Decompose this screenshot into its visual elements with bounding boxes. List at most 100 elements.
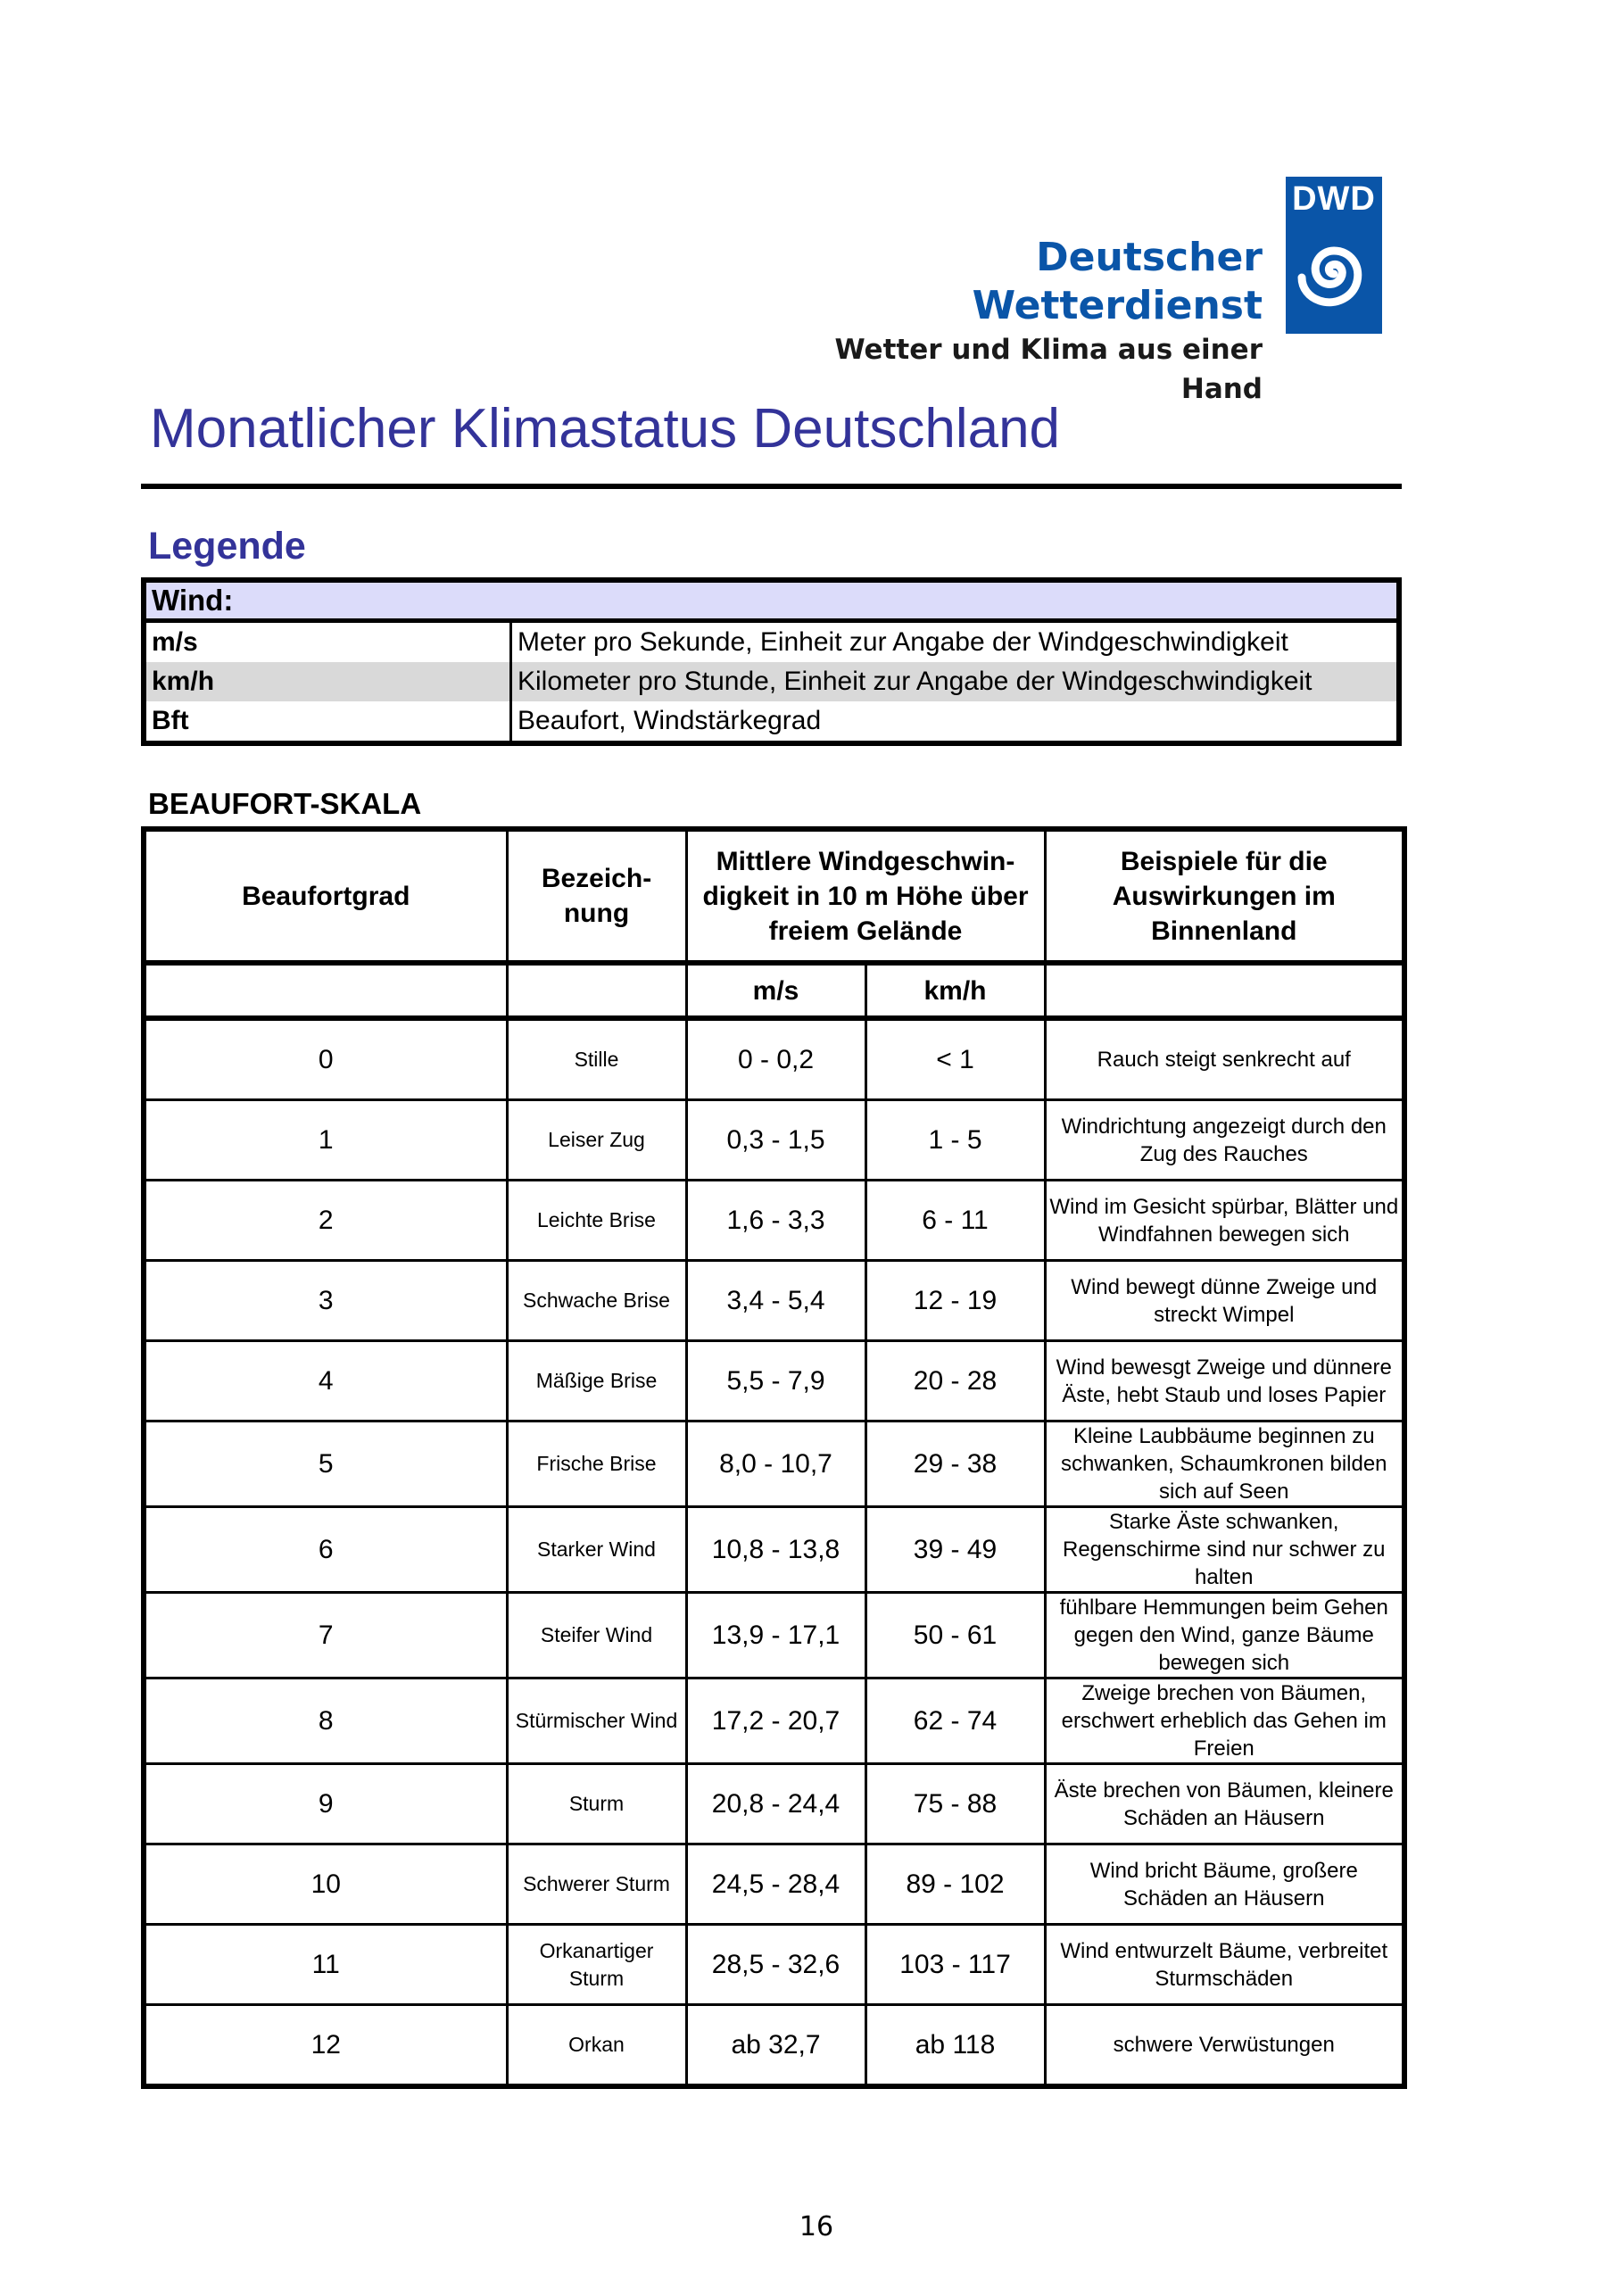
kmh-cell: 29 - 38 [864,1420,1047,1508]
beaufort-row: 9 Sturm 20,8 - 24,4 75 - 88 Äste brechen von… [142,1762,1406,1845]
beaufort-table: Beaufortgrad Bezeich-nung Mittlere Windg… [141,826,1407,2089]
units-row: m/s km/h [142,961,1406,1021]
legend-section: Wind: [144,580,1399,623]
name-cell: Sturm [505,1762,688,1845]
legend-row: km/h Kilometer pro Stunde, Einheit zur An… [144,662,1399,701]
legend-row: m/s Meter pro Sekunde, Einheit zur Angabe… [144,620,1399,662]
page-title: Monatlicher Klimastatus Deutschland [150,398,1061,460]
effect-cell: Wind bricht Bäume, großere Schäden an Hä… [1043,1843,1406,1926]
grade-cell: 8 [142,1677,509,1765]
beaufort-row: 7 Steifer Wind 13,9 - 17,1 50 - 61 fühlbare … [142,1591,1406,1679]
name-cell: Schwache Brise [505,1259,688,1342]
name-cell: Leiser Zug [505,1098,688,1181]
ms-cell: 10,8 - 13,8 [684,1505,867,1594]
ms-cell: 3,4 - 5,4 [684,1259,867,1342]
legend-section-row: Wind: [144,580,1399,623]
legend-text: Meter pro Sekunde, Einheit zur Angabe de… [509,620,1399,662]
beaufort-row: 1 Leiser Zug 0,3 - 1,5 1 - 5 Windrichtung an… [142,1098,1406,1181]
effect-cell: Wind entwurzelt Bäume, verbreitet Sturms… [1043,1923,1406,2006]
legend-text: Kilometer pro Stunde, Einheit zur Angabe… [509,662,1399,701]
effect-cell: Wind bewesgt Zweige und dünnere Äste, he… [1043,1339,1406,1422]
kmh-cell: 50 - 61 [864,1591,1047,1679]
name-cell: Orkanartiger Sturm [505,1923,688,2006]
ms-cell: ab 32,7 [684,2003,867,2088]
effect-cell: Rauch steigt senkrecht auf [1043,1016,1406,1101]
title-divider [141,484,1402,489]
beaufort-row: 11 Orkanartiger Sturm 28,5 - 32,6 103 - 117… [142,1923,1406,2006]
page-number: 16 [799,2211,834,2242]
empty-cell [1043,961,1406,1021]
name-cell: Mäßige Brise [505,1339,688,1422]
kmh-cell: 75 - 88 [864,1762,1047,1845]
grade-cell: 3 [142,1259,509,1342]
ms-cell: 0,3 - 1,5 [684,1098,867,1181]
logo-slogan: Wetter und Klima aus einer Hand [834,334,1263,405]
effect-cell: Kleine Laubbäume beginnen zu schwanken, … [1043,1420,1406,1508]
beaufort-row: 3 Schwache Brise 3,4 - 5,4 12 - 19 Wind bewe… [142,1259,1406,1342]
ms-cell: 0 - 0,2 [684,1016,867,1101]
ms-cell: 28,5 - 32,6 [684,1923,867,2006]
kmh-cell: 20 - 28 [864,1339,1047,1422]
header-kmh: km/h [864,961,1047,1021]
kmh-cell: 6 - 11 [864,1179,1047,1262]
ms-cell: 1,6 - 3,3 [684,1179,867,1262]
dwd-logo-text: Deutscher Wetterdienst Wetter und Klima … [767,234,1263,409]
name-cell: Leichte Brise [505,1179,688,1262]
empty-cell [142,961,509,1021]
kmh-cell: 12 - 19 [864,1259,1047,1342]
header-grade: Beaufortgrad [142,827,509,966]
kmh-cell: < 1 [864,1016,1047,1101]
ms-cell: 5,5 - 7,9 [684,1339,867,1422]
grade-cell: 10 [142,1843,509,1926]
effect-cell: Starke Äste schwanken, Regenschirme sind… [1043,1505,1406,1594]
kmh-cell: ab 118 [864,2003,1047,2088]
header-row: Beaufortgrad Bezeich-nung Mittlere Windg… [142,827,1406,966]
beaufort-row: 12 Orkan ab 32,7 ab 118 schwere Verwüstungen [142,2003,1406,2088]
effect-cell: Windrichtung angezeigt durch den Zug des… [1043,1098,1406,1181]
kmh-cell: 89 - 102 [864,1843,1047,1926]
logo-name: Deutscher Wetterdienst [972,235,1263,328]
grade-cell: 9 [142,1762,509,1845]
effect-cell: Äste brechen von Bäumen, kleinere Schäde… [1043,1762,1406,1845]
ms-cell: 17,2 - 20,7 [684,1677,867,1765]
beaufort-heading: BEAUFORT-SKALA [148,787,422,820]
legend-heading: Legende [148,525,306,568]
beaufort-row: 6 Starker Wind 10,8 - 13,8 39 - 49 Starke Äs… [142,1505,1406,1594]
kmh-cell: 39 - 49 [864,1505,1047,1594]
effect-cell: schwere Verwüstungen [1043,2003,1406,2088]
beaufort-row: 2 Leichte Brise 1,6 - 3,3 6 - 11 Wind im Ges… [142,1179,1406,1262]
legend-text: Beaufort, Windstärkegrad [509,701,1399,743]
legend-abbr: km/h [144,662,511,701]
legend-row: Bft Beaufort, Windstärkegrad [144,701,1399,743]
beaufort-row: 10 Schwerer Sturm 24,5 - 28,4 89 - 102 Wind … [142,1843,1406,1926]
dwd-logo-mark: DWD [1286,177,1382,334]
header-ms: m/s [684,961,867,1021]
effect-cell: Wind im Gesicht spürbar, Blätter und Win… [1043,1179,1406,1262]
header-name: Bezeich-nung [505,827,688,966]
header-effects: Beispiele für die Auswirkungen im Binnen… [1043,827,1406,966]
name-cell: Orkan [505,2003,688,2088]
beaufort-row: 4 Mäßige Brise 5,5 - 7,9 20 - 28 Wind bewesg… [142,1339,1406,1422]
beaufort-row: 5 Frische Brise 8,0 - 10,7 29 - 38 Kleine La… [142,1420,1406,1508]
effect-cell: Wind bewegt dünne Zweige und streckt Wim… [1043,1259,1406,1342]
grade-cell: 12 [142,2003,509,2088]
header-speed: Mittlere Windgeschwin-digkeit in 10 m Hö… [684,827,1047,966]
name-cell: Stille [505,1016,688,1101]
beaufort-row: 0 Stille 0 - 0,2 < 1 Rauch steigt senkrecht … [142,1016,1406,1101]
grade-cell: 11 [142,1923,509,2006]
empty-cell [505,961,688,1021]
kmh-cell: 62 - 74 [864,1677,1047,1765]
name-cell: Frische Brise [505,1420,688,1508]
beaufort-row: 8 Stürmischer Wind 17,2 - 20,7 62 - 74 Zweig… [142,1677,1406,1765]
logo-mark-text: DWD [1292,180,1376,218]
ms-cell: 8,0 - 10,7 [684,1420,867,1508]
legend-table: Wind: m/s Meter pro Sekunde, Einheit zur … [141,577,1402,746]
legend-abbr: Bft [152,706,189,735]
ms-cell: 13,9 - 17,1 [684,1591,867,1679]
name-cell: Steifer Wind [505,1591,688,1679]
grade-cell: 1 [142,1098,509,1181]
effect-cell: fühlbare Hemmungen beim Gehen gegen den … [1043,1591,1406,1679]
grade-cell: 6 [142,1505,509,1594]
name-cell: Schwerer Sturm [505,1843,688,1926]
kmh-cell: 103 - 117 [864,1923,1047,2006]
